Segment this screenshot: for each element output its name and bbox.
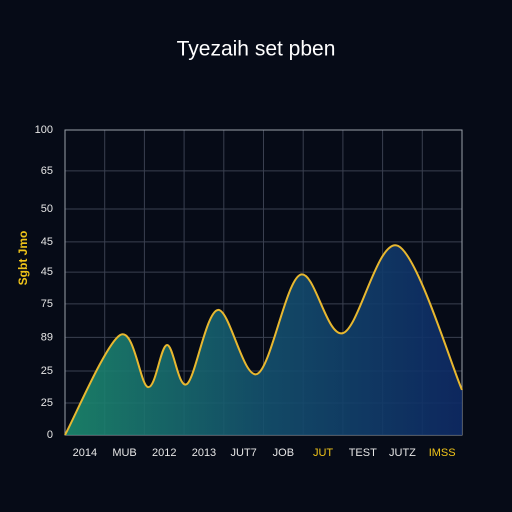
y-tick-label: 45 <box>41 236 53 248</box>
x-tick-label: JUT <box>313 447 333 459</box>
x-tick-label: JUT7 <box>231 447 257 459</box>
x-tick-label: 2014 <box>73 447 97 459</box>
x-tick-label: 2013 <box>192 447 216 459</box>
y-tick-label: 25 <box>41 397 53 409</box>
y-tick-label: 100 <box>35 124 53 136</box>
y-tick-label: 45 <box>41 266 53 278</box>
x-tick-label: JUTZ <box>389 447 416 459</box>
area-fill <box>65 245 462 435</box>
x-tick-label: JOB <box>273 447 294 459</box>
y-tick-label: 25 <box>41 365 53 377</box>
y-tick-label: 75 <box>41 298 53 310</box>
x-tick-label: 2012 <box>152 447 176 459</box>
x-tick-label: IMSS <box>429 447 456 459</box>
chart-title: Tyezaih set pben <box>177 38 336 61</box>
y-tick-label: 89 <box>41 331 53 343</box>
y-tick-label: 65 <box>41 165 53 177</box>
area-line <box>64 244 463 436</box>
y-tick-label: 0 <box>47 429 53 441</box>
x-tick-label: TEST <box>349 447 377 459</box>
y-tick-label: 50 <box>41 203 53 215</box>
y-axis-label: Sgbt Jmo <box>16 231 30 286</box>
x-tick-label: MUB <box>112 447 136 459</box>
